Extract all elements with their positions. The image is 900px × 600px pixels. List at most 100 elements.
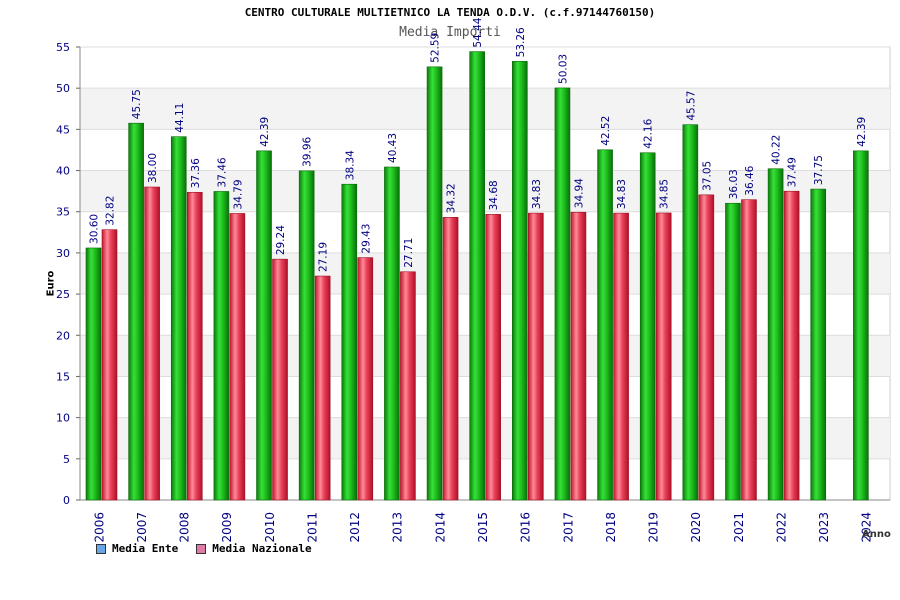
data-label-nazionale: 34.83 xyxy=(531,179,543,209)
y-tick-label: 5 xyxy=(63,453,70,466)
bar-media-nazionale xyxy=(442,217,459,501)
x-axis-label: Anno xyxy=(862,529,891,540)
bar-media-ente xyxy=(512,61,528,501)
bar-media-nazionale xyxy=(229,213,246,501)
data-label-nazionale: 34.94 xyxy=(573,178,585,208)
bar-media-nazionale xyxy=(186,191,203,501)
data-label-nazionale: 34.85 xyxy=(659,179,671,209)
y-tick-label: 15 xyxy=(56,370,70,383)
grid-band xyxy=(80,88,890,130)
legend-label-ente: Media Ente xyxy=(112,542,179,555)
bar-media-ente xyxy=(725,202,741,501)
bar-media-ente xyxy=(170,136,187,501)
data-label-ente: 42.39 xyxy=(259,117,271,147)
legend-item-ente: Media Ente xyxy=(96,542,178,555)
x-tick-label: 2011 xyxy=(305,512,319,543)
x-tick-label: 2010 xyxy=(263,512,277,543)
chart-subtitle: Media Importi xyxy=(399,25,501,40)
x-tick-label: 2022 xyxy=(774,512,788,543)
data-label-ente: 37.46 xyxy=(216,157,228,187)
data-label-nazionale: 34.32 xyxy=(446,183,458,213)
bar-media-nazionale xyxy=(400,271,416,501)
x-tick-label: 2016 xyxy=(519,512,533,543)
bar-media-ente xyxy=(597,149,613,501)
x-tick-label: 2013 xyxy=(391,512,405,543)
y-tick-label: 50 xyxy=(56,82,70,95)
y-tick-label: 10 xyxy=(56,412,70,425)
data-label-nazionale: 37.49 xyxy=(787,157,799,187)
bar-media-nazionale xyxy=(528,212,544,501)
data-label-ente: 42.16 xyxy=(643,118,655,148)
data-label-nazionale: 34.79 xyxy=(232,179,244,209)
y-tick-label: 45 xyxy=(56,123,70,136)
y-tick-label: 35 xyxy=(56,206,70,219)
bar-media-ente xyxy=(426,66,443,501)
legend-swatch-nazionale xyxy=(196,543,207,554)
data-label-ente: 42.39 xyxy=(856,117,868,147)
y-tick-label: 25 xyxy=(56,288,70,301)
x-tick-label: 2017 xyxy=(561,512,575,543)
bar-media-nazionale xyxy=(783,190,800,501)
bar-media-nazionale xyxy=(314,275,331,501)
x-tick-label: 2012 xyxy=(348,512,362,543)
bar-media-nazionale xyxy=(655,212,672,501)
x-tick-label: 2014 xyxy=(433,512,447,543)
bar-media-nazionale xyxy=(741,199,757,501)
y-tick-label: 0 xyxy=(63,494,70,507)
bar-media-nazionale xyxy=(272,258,288,501)
x-tick-label: 2019 xyxy=(647,512,661,543)
bar-media-ente xyxy=(810,188,827,501)
bar-media-nazionale xyxy=(698,194,715,501)
chart-title: CENTRO CULTURALE MULTIETNICO LA TENDA O.… xyxy=(244,6,656,19)
x-tick-label: 2020 xyxy=(689,512,703,543)
bar-media-nazionale xyxy=(570,211,587,501)
data-label-ente: 45.57 xyxy=(685,91,697,121)
data-label-ente: 54.44 xyxy=(472,17,484,47)
x-tick-label: 2024 xyxy=(860,512,874,543)
x-tick-label: 2021 xyxy=(732,512,746,543)
bar-media-ente xyxy=(85,247,102,501)
bar-media-ente xyxy=(469,51,485,501)
x-tick-label: 2015 xyxy=(476,512,490,543)
data-label-ente: 30.60 xyxy=(89,214,101,244)
data-label-ente: 37.75 xyxy=(813,155,825,185)
bar-media-ente xyxy=(853,150,869,501)
bar-media-ente xyxy=(128,122,144,501)
bar-media-nazionale xyxy=(357,257,374,501)
data-label-ente: 44.11 xyxy=(174,103,186,133)
data-label-nazionale: 27.19 xyxy=(318,242,330,272)
data-label-nazionale: 34.68 xyxy=(488,180,500,210)
data-label-nazionale: 37.05 xyxy=(701,161,713,191)
bar-media-ente xyxy=(256,150,272,501)
bar-media-nazionale xyxy=(144,186,160,501)
data-label-nazionale: 34.83 xyxy=(616,179,628,209)
data-label-nazionale: 36.46 xyxy=(744,165,756,195)
y-tick-label: 55 xyxy=(56,41,70,54)
bar-media-ente xyxy=(767,168,784,501)
bar-media-ente xyxy=(554,87,571,501)
data-label-ente: 45.75 xyxy=(131,89,143,119)
x-tick-label: 2007 xyxy=(135,512,149,543)
data-label-ente: 36.03 xyxy=(728,169,740,199)
legend-label-nazionale: Media Nazionale xyxy=(212,542,312,555)
x-tick-label: 2018 xyxy=(604,512,618,543)
data-label-ente: 40.43 xyxy=(387,133,399,163)
bar-media-ente xyxy=(639,152,656,501)
data-label-nazionale: 29.24 xyxy=(275,225,287,255)
legend: Media Ente Media Nazionale xyxy=(96,542,312,555)
bar-media-ente xyxy=(298,170,315,501)
data-label-ente: 52.59 xyxy=(430,33,442,63)
data-label-ente: 42.52 xyxy=(600,116,612,146)
data-label-ente: 39.96 xyxy=(302,136,314,166)
data-label-nazionale: 38.00 xyxy=(147,153,159,183)
bar-media-ente xyxy=(213,191,230,501)
data-label-nazionale: 29.43 xyxy=(360,224,372,254)
y-tick-label: 20 xyxy=(56,329,70,342)
data-label-nazionale: 32.82 xyxy=(105,196,117,226)
bar-media-nazionale xyxy=(101,229,118,501)
y-tick-label: 30 xyxy=(56,247,70,260)
x-tick-label: 2008 xyxy=(178,512,192,543)
data-label-ente: 40.22 xyxy=(771,135,783,165)
